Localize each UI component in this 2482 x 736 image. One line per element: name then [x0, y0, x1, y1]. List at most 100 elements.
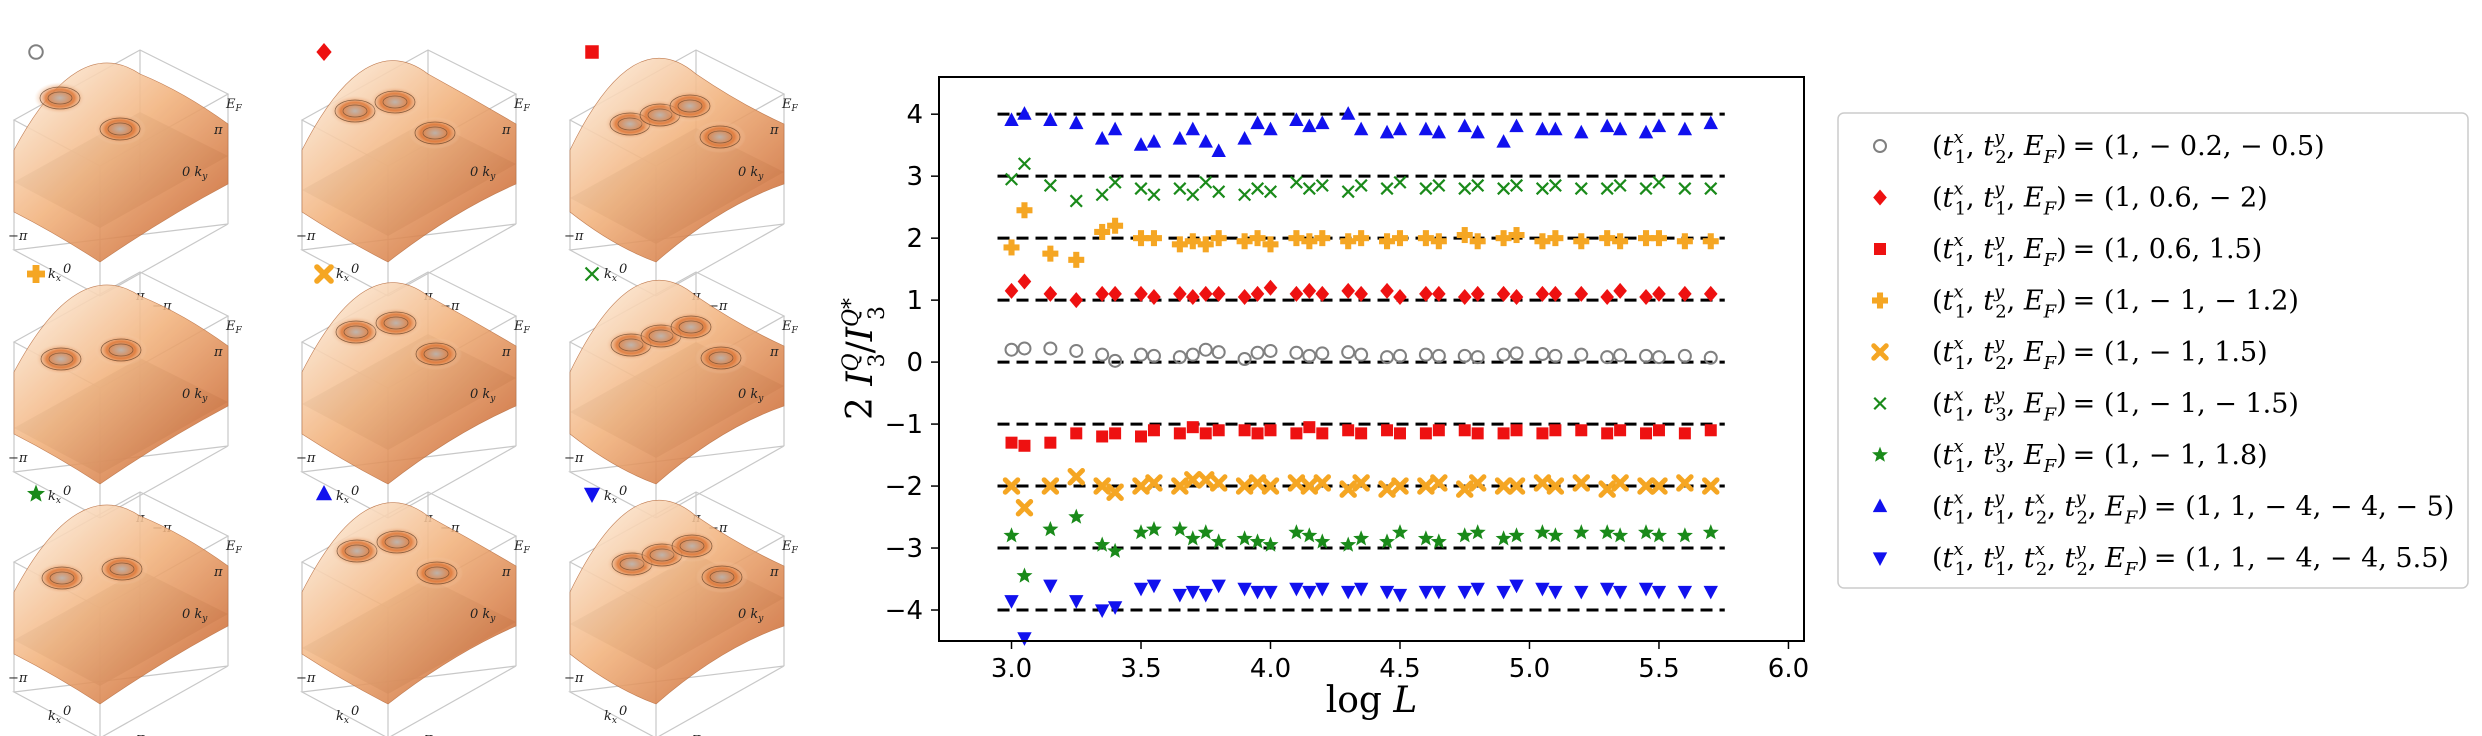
legend-item: (tx 1, ty 1, EF) = (1, 0.6, − 2) [1873, 179, 2268, 220]
data-point [1574, 585, 1589, 600]
data-point [1509, 289, 1524, 306]
data-point [1703, 350, 1718, 365]
data-point [1107, 121, 1123, 136]
data-point [1638, 230, 1655, 247]
data-point [1496, 134, 1511, 148]
data-point [1458, 424, 1471, 437]
surface-tick: −π [296, 229, 316, 244]
data-point [1236, 530, 1253, 546]
data-point [1640, 427, 1653, 440]
data-point [1133, 524, 1149, 540]
data-point [1341, 345, 1356, 360]
surface-marker [314, 264, 334, 284]
data-point [1146, 521, 1162, 537]
kx-label: kx0 [336, 484, 359, 506]
data-point [1598, 480, 1616, 498]
kx-label: kx0 [604, 704, 627, 726]
data-point [1418, 121, 1434, 136]
scatter-chart: 3.0 3.5 4.0 4.5 5.0 5.5 6.0 4 3 2 1 0 −1 −2 −3 −4 log … [839, 76, 1809, 721]
ky-label: 0 ky [182, 165, 208, 182]
data-point [1678, 182, 1692, 196]
legend-marker [1873, 189, 1887, 206]
data-point [1096, 430, 1109, 443]
data-point [1651, 118, 1667, 133]
data-point [1147, 424, 1160, 437]
legend-label: (tx 1, ty 2, EF) = (1, − 1, − 1.2) [1932, 282, 2299, 323]
kx-label: kx0 [336, 262, 359, 284]
data-point [1470, 124, 1485, 139]
ky-label: 0 ky [738, 165, 764, 182]
data-point [1535, 182, 1549, 196]
series-8 [1004, 579, 1718, 646]
data-point [1173, 285, 1187, 302]
surface-tick: −π [564, 451, 584, 466]
data-point [1496, 347, 1511, 362]
data-point [1611, 474, 1629, 492]
data-point [1017, 157, 1031, 171]
x-tick-label: 4.0 [1250, 654, 1291, 684]
data-point [1509, 579, 1524, 594]
data-point [1703, 285, 1718, 302]
data-point [1145, 230, 1162, 247]
data-point [1005, 436, 1018, 449]
data-point [1380, 182, 1394, 196]
legend-frame [1837, 112, 2469, 589]
legend-item: (tx 1, ty 1, tx 2, ty 2, EF) = (1, 1, − 4, − … [1872, 488, 2454, 529]
data-point [1469, 233, 1486, 250]
data-point [1381, 424, 1394, 437]
data-point [1639, 348, 1654, 363]
data-point [1043, 178, 1057, 192]
data-point [1315, 582, 1330, 597]
data-point [1417, 230, 1434, 247]
legend-item: (tx 1, ty 1, tx 2, ty 2, EF) = (1, 1, − 4, − … [1872, 539, 2449, 580]
data-point [1417, 530, 1434, 546]
data-point [1393, 427, 1406, 440]
ef-label: EF [225, 539, 243, 556]
data-point [1289, 345, 1304, 360]
data-point [1198, 342, 1213, 357]
legend: (tx 1, ty 2, EF) = (1, − 0.2, − 0.5) (tx 1, t… [1837, 112, 2469, 589]
data-point [1070, 427, 1083, 440]
data-point [1535, 347, 1550, 362]
ky-label: 0 ky [182, 607, 208, 624]
surface-marker [583, 487, 601, 503]
data-point [1456, 480, 1474, 498]
surface-tick: π [213, 123, 223, 138]
data-point [1132, 477, 1150, 495]
data-point [1574, 124, 1589, 139]
data-point [1302, 585, 1317, 600]
data-point [1456, 527, 1473, 543]
data-point [1702, 524, 1719, 540]
data-point [1457, 585, 1472, 600]
data-point [1573, 233, 1590, 250]
data-point [1301, 233, 1318, 250]
data-point [1651, 350, 1666, 365]
surface-tick: π [135, 731, 145, 736]
data-point [1391, 230, 1408, 247]
ky-label: 0 ky [470, 387, 496, 404]
data-point [1095, 347, 1110, 362]
data-point [1107, 217, 1124, 234]
ky-label: 0 ky [738, 387, 764, 404]
data-point [1354, 285, 1368, 302]
data-point [1094, 130, 1110, 145]
series-6 [1003, 508, 1719, 583]
data-point [1600, 289, 1614, 306]
data-point [1133, 137, 1149, 151]
legend-marker [1873, 139, 1887, 153]
data-point [1235, 477, 1254, 495]
data-point [1133, 582, 1149, 597]
data-point [1041, 477, 1060, 495]
data-point [1043, 112, 1058, 126]
data-point [1601, 427, 1614, 440]
series-0 [1004, 341, 1718, 368]
data-point [1146, 348, 1161, 363]
data-point [1004, 342, 1019, 357]
data-point [1263, 279, 1278, 296]
data-point [1107, 542, 1124, 558]
data-point [1650, 230, 1667, 247]
surface-marker [585, 45, 599, 59]
data-point [1003, 239, 1020, 256]
data-point [1184, 530, 1201, 546]
